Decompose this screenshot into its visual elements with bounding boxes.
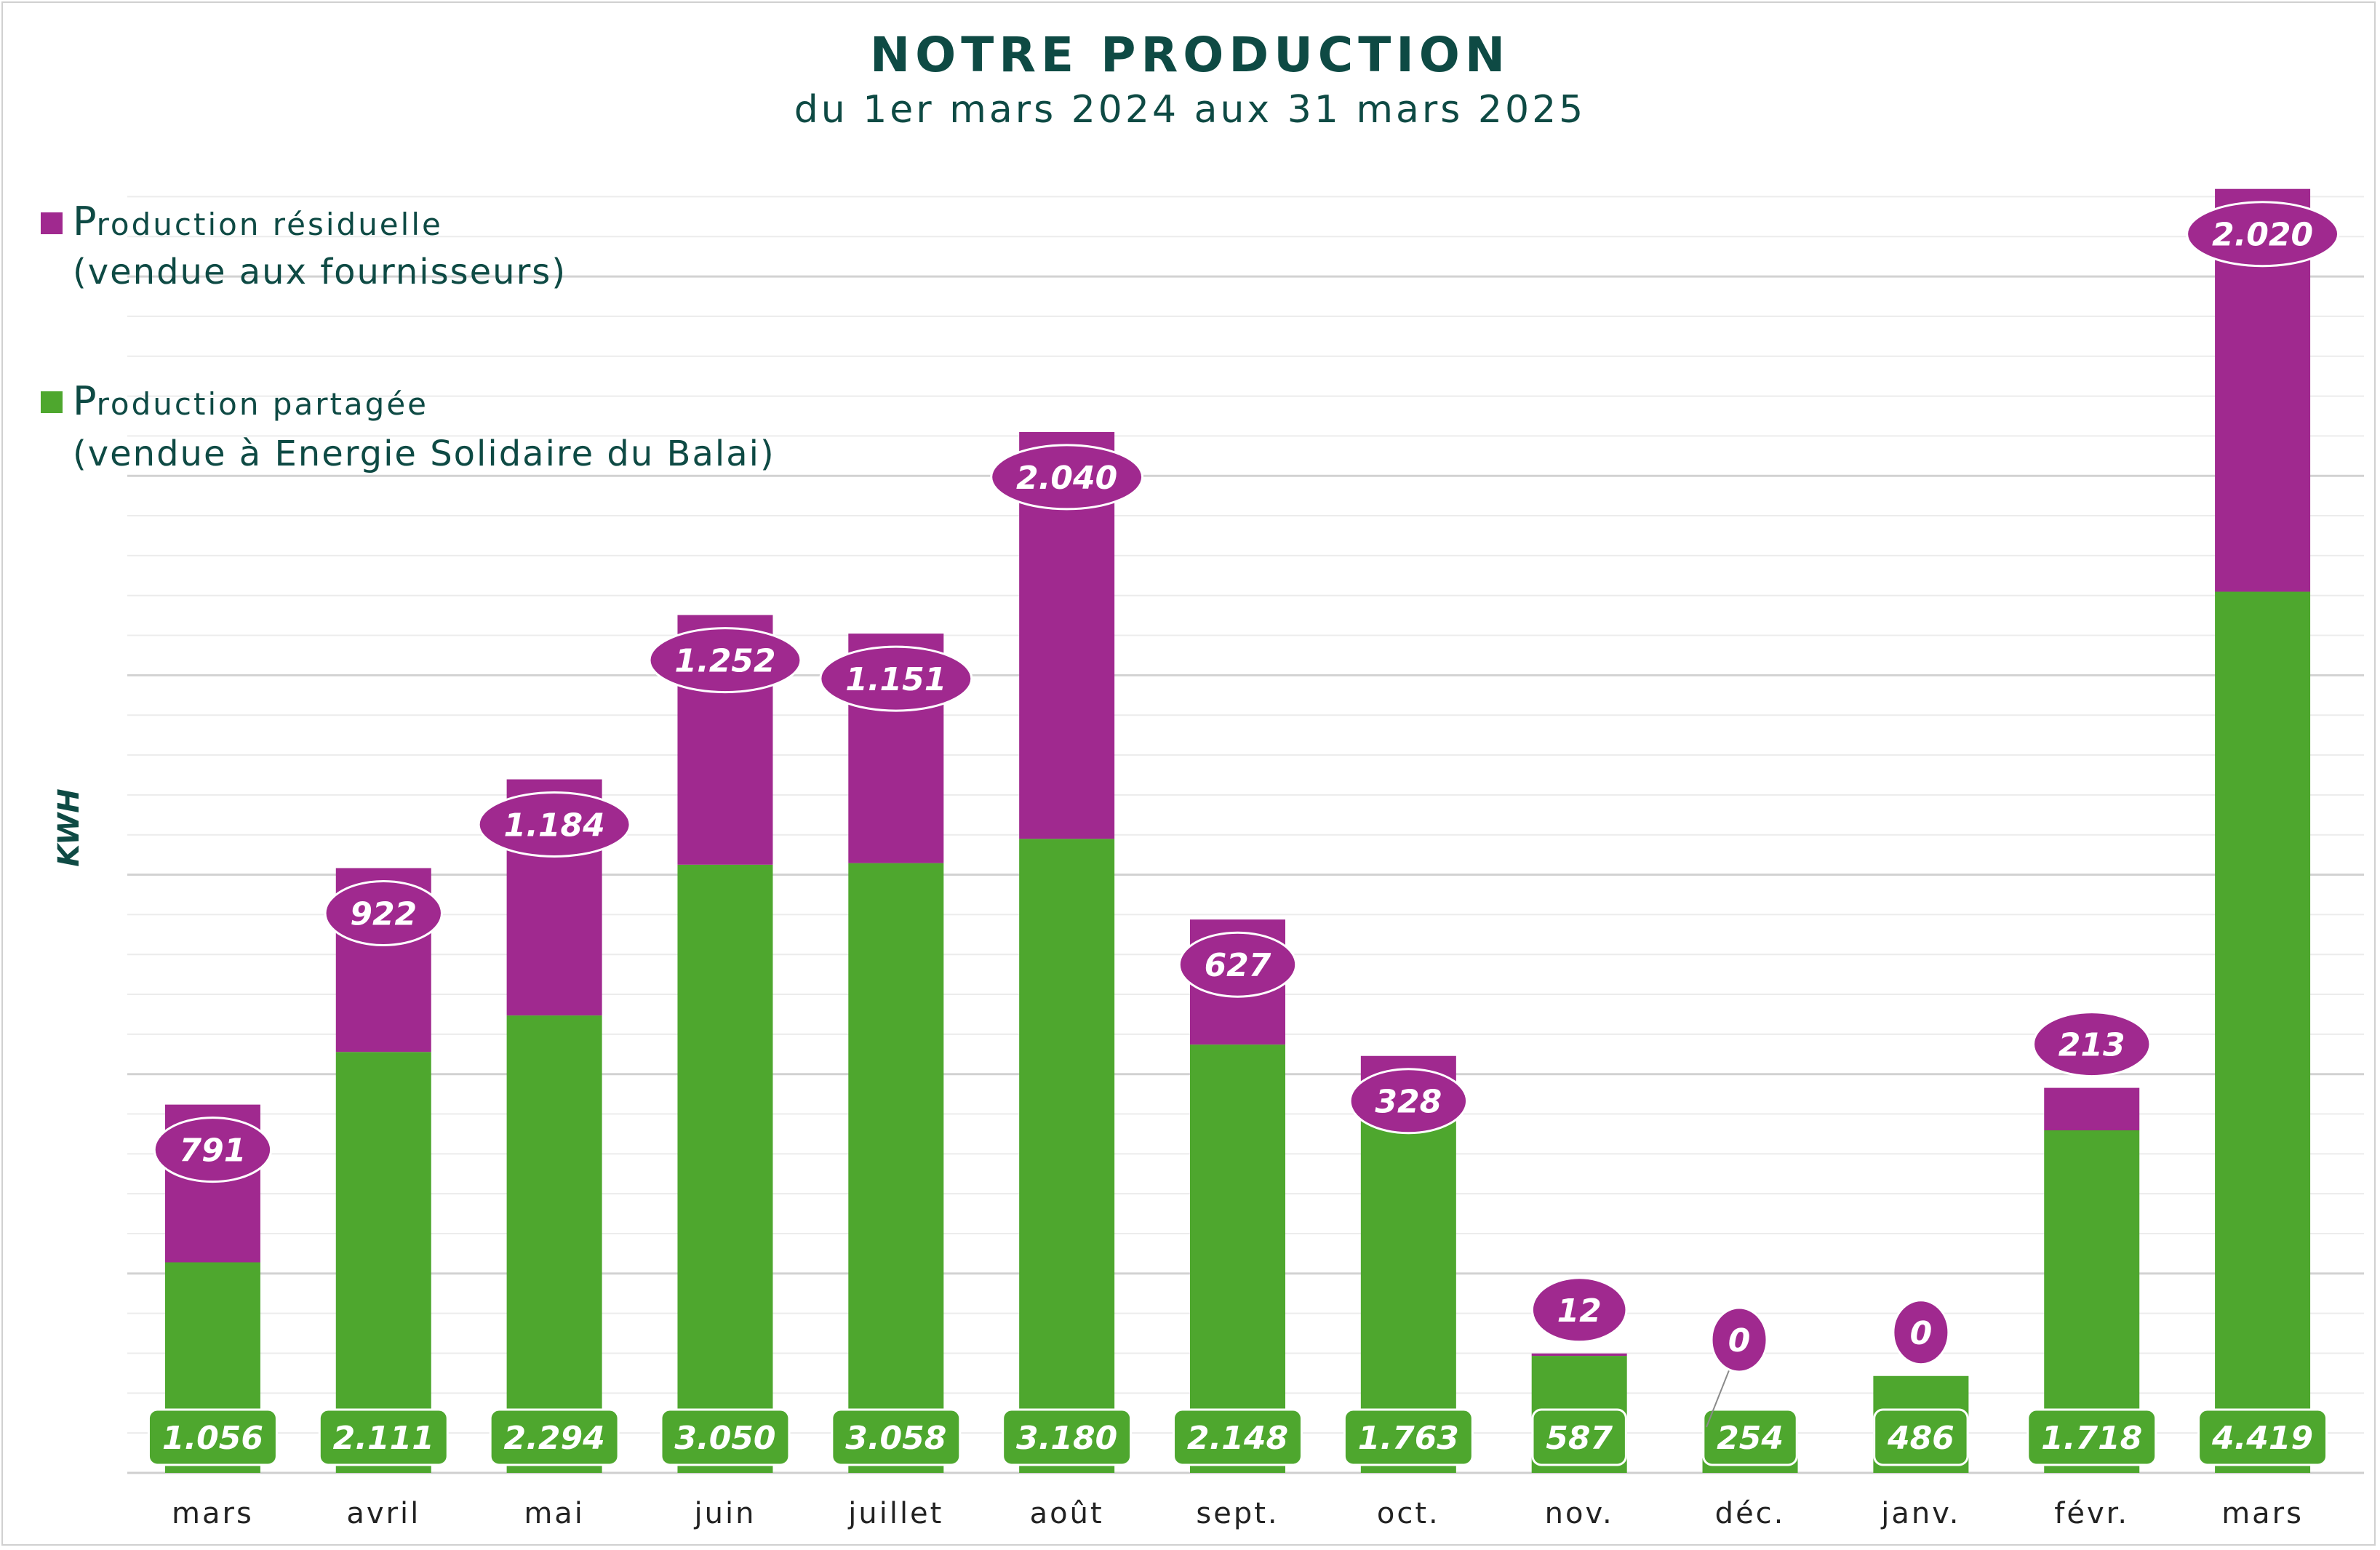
data-label-residual: 1.184: [504, 807, 605, 844]
legend-residual-lead-letter: P: [73, 199, 97, 244]
data-label-residual-bubble: [648, 627, 802, 694]
bar-shared: [335, 1052, 431, 1473]
bar-shared: [677, 864, 773, 1473]
bar-shared: [848, 863, 944, 1473]
data-label-residual-bubble: [2032, 1011, 2152, 1078]
data-label-shared: 486: [1887, 1420, 1954, 1457]
data-label-shared-box: [1173, 1408, 1303, 1466]
legend-swatch-residual: [41, 212, 63, 234]
data-label-residual-bubble: [1530, 1277, 1628, 1343]
x-tick-label: oct.: [1377, 1497, 1440, 1530]
data-label-shared: 3.058: [845, 1420, 946, 1457]
data-label-shared: 3.180: [1016, 1420, 1117, 1457]
x-tick-label: mars: [2221, 1497, 2304, 1530]
data-label-shared: 1.718: [2041, 1420, 2142, 1457]
data-label-shared: 2.111: [333, 1420, 434, 1457]
legend-shared-lead-letter: P: [73, 378, 97, 424]
x-tick-label: avril: [346, 1497, 420, 1530]
data-label-residual: 1.151: [845, 661, 946, 698]
legend: Production résiduelle (vendue aux fourni…: [41, 199, 775, 474]
data-label-residual: 2.020: [2212, 217, 2313, 254]
legend-label-shared-line1: Production partagée: [73, 378, 428, 424]
data-label-shared-box: [660, 1408, 791, 1466]
data-label-shared: 587: [1546, 1420, 1613, 1457]
data-label-shared-box: [1531, 1408, 1627, 1466]
chart-title: NOTRE PRODUCTION: [870, 27, 1510, 83]
chart-subtitle: du 1er mars 2024 aux 31 mars 2025: [794, 88, 1586, 132]
bar-residual: [1531, 1353, 1627, 1357]
x-tick-label: juin: [693, 1497, 756, 1530]
data-label-residual: 12: [1557, 1293, 1602, 1330]
data-label-residual-bubble: [324, 879, 443, 946]
data-label-shared-box: [147, 1408, 278, 1466]
x-tick-label: mai: [524, 1497, 585, 1530]
legend-label-shared-line2: (vendue à Energie Solidaire du Balai): [73, 434, 775, 474]
data-label-residual-bubble: [1710, 1306, 1768, 1373]
legend-swatch-shared: [41, 391, 63, 413]
data-label-shared: 2.148: [1187, 1420, 1288, 1457]
legend-label-residual-line2: (vendue aux fournisseurs): [73, 252, 567, 292]
data-label-residual-bubble: [1349, 1068, 1469, 1135]
data-label-residual: 0: [1910, 1315, 1933, 1352]
bar-shared: [506, 1015, 602, 1473]
data-label-shared-box: [1343, 1408, 1474, 1466]
data-label-shared-box: [489, 1408, 620, 1466]
data-label-residual: 213: [2058, 1027, 2125, 1064]
data-label-residual: 791: [179, 1132, 246, 1170]
bar-residual: [2044, 1087, 2140, 1131]
data-label-residual: 328: [1375, 1084, 1442, 1121]
x-tick-label: sept.: [1196, 1497, 1279, 1530]
x-tick-label: févr.: [2054, 1497, 2129, 1530]
data-label-residual: 2.040: [1016, 460, 1117, 497]
data-label-shared-box: [831, 1408, 962, 1466]
data-label-residual-bubble: [819, 645, 973, 712]
data-label-shared: 3.050: [674, 1420, 775, 1457]
bar-shared: [1190, 1044, 1285, 1473]
data-label-shared: 1.763: [1358, 1420, 1459, 1457]
data-label-residual-bubble: [477, 791, 631, 858]
legend-label-residual-line1: Production résiduelle: [73, 199, 443, 244]
data-label-shared: 2.294: [504, 1420, 605, 1457]
legend-residual-rest: roduction résiduelle: [97, 207, 443, 242]
data-label-shared: 1.056: [162, 1420, 263, 1457]
x-tick-label: juillet: [847, 1497, 943, 1530]
data-label-residual-bubble: [1892, 1299, 1950, 1366]
data-labels: 1.056 791 2.111 922 2.294 1.184 3.050 1.252 3.05…: [147, 201, 2340, 1466]
data-label-residual-bubble: [990, 444, 1144, 511]
data-label-residual: 922: [350, 895, 417, 932]
x-axis-ticks: mars avril mai juin juillet août sept. oct. nov.…: [172, 1497, 2304, 1530]
x-tick-label: janv.: [1880, 1497, 1960, 1530]
data-label-residual-bubble: [153, 1116, 273, 1183]
data-label-shared-box: [2026, 1408, 2157, 1466]
data-label-residual: 1.252: [674, 643, 775, 680]
data-label-leader-line: [1706, 1370, 1730, 1428]
bar-shared: [2215, 591, 2311, 1473]
x-tick-label: déc.: [1715, 1497, 1786, 1530]
x-tick-label: août: [1030, 1497, 1104, 1530]
data-label-shared: 254: [1717, 1420, 1784, 1457]
data-label-shared-box: [1702, 1408, 1798, 1466]
data-label-residual-bubble: [2186, 201, 2340, 268]
data-label-shared-box: [2197, 1408, 2328, 1466]
bar-shared: [1019, 839, 1115, 1473]
legend-shared-rest: roduction partagée: [97, 386, 428, 422]
data-label-residual: 627: [1205, 947, 1271, 984]
y-axis-label: KWH: [52, 788, 86, 867]
data-label-residual: 0: [1728, 1322, 1751, 1359]
data-label-shared-box: [1002, 1408, 1133, 1466]
data-label-residual-bubble: [1178, 931, 1298, 998]
data-label-shared: 4.419: [2211, 1420, 2313, 1457]
x-tick-label: mars: [172, 1497, 254, 1530]
data-label-shared-box: [318, 1408, 449, 1466]
x-tick-label: nov.: [1545, 1497, 1614, 1530]
data-label-shared-box: [1873, 1408, 1969, 1466]
